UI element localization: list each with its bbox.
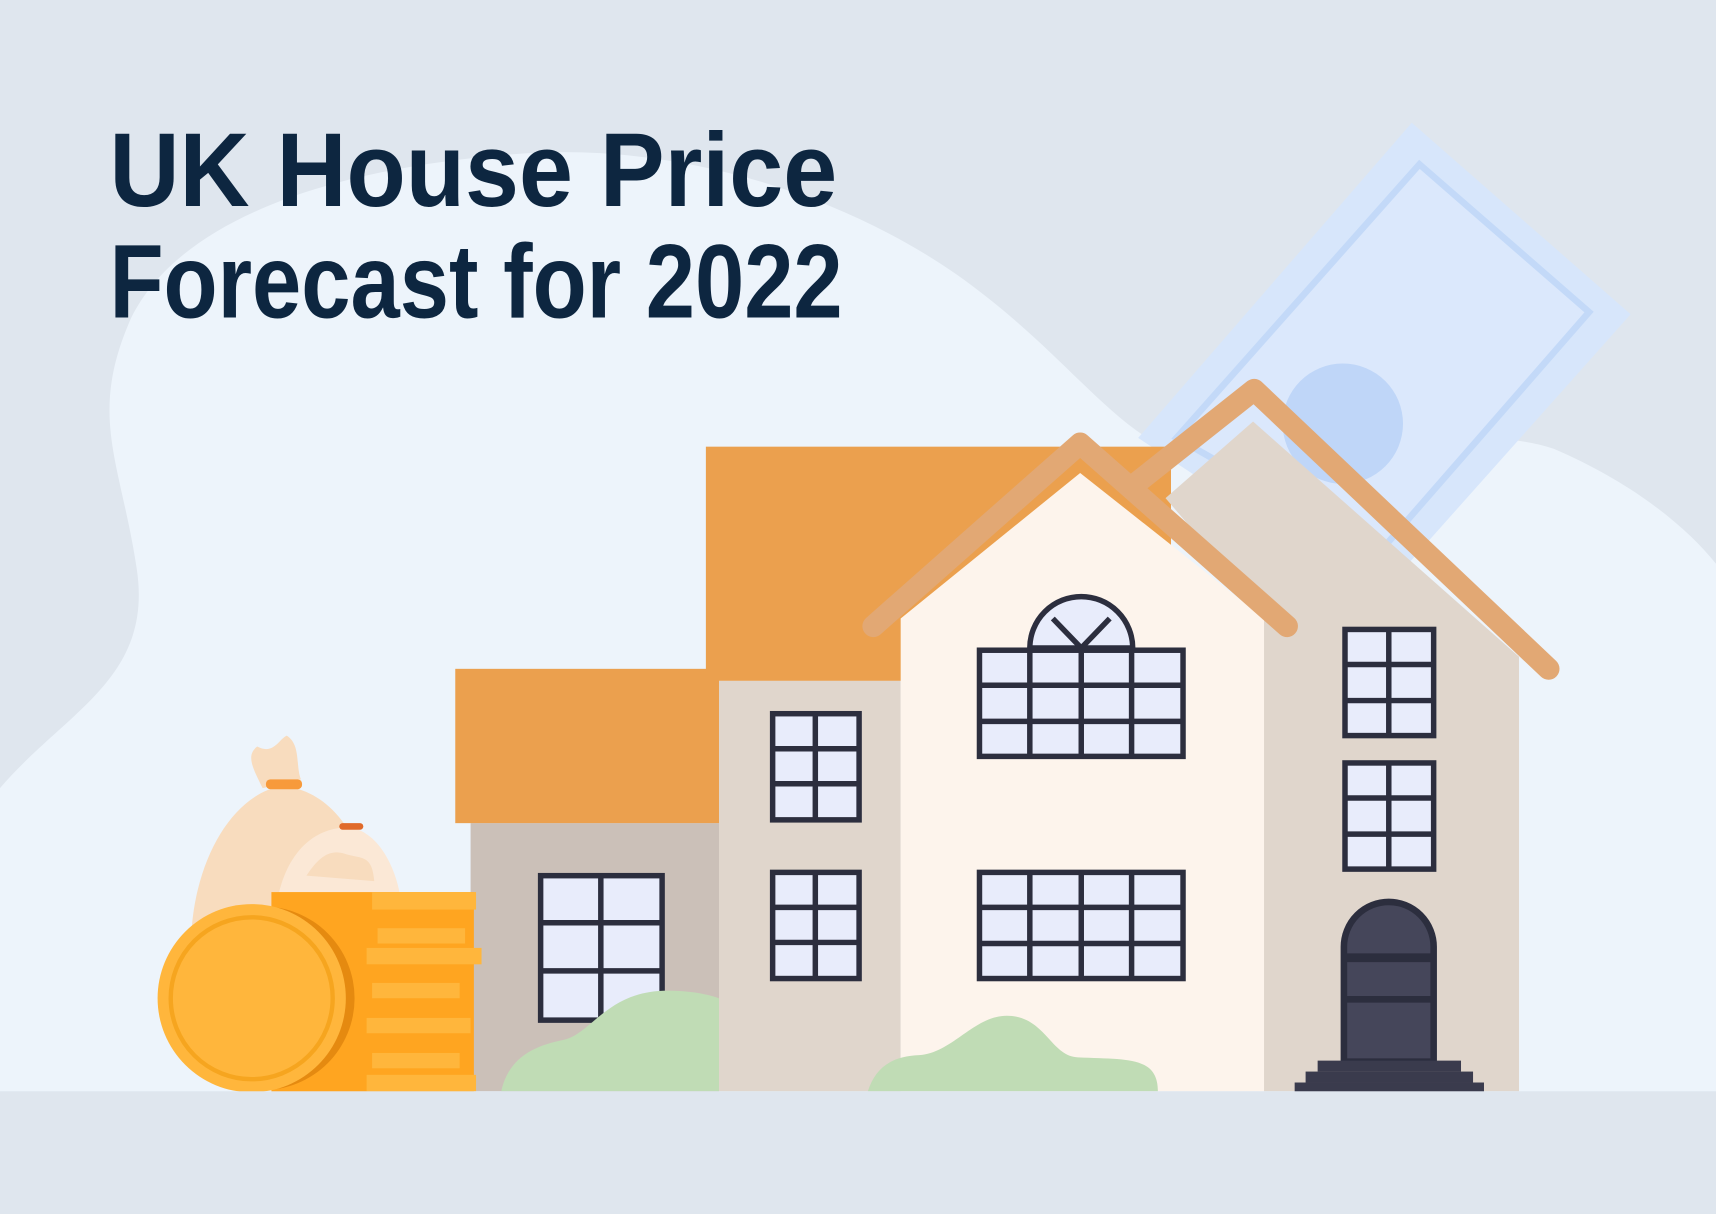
ground: [0, 1091, 1716, 1214]
bush-left: [501, 990, 720, 1092]
center-house: [862, 432, 1298, 1092]
title-line-1: UK House Price: [109, 112, 837, 229]
door: [1294, 898, 1484, 1093]
bush-center: [867, 1015, 1158, 1092]
left-house: [455, 668, 720, 1092]
coin-stack-icon: [157, 892, 482, 1093]
title-line-2: Forecast for 2022: [109, 224, 842, 341]
